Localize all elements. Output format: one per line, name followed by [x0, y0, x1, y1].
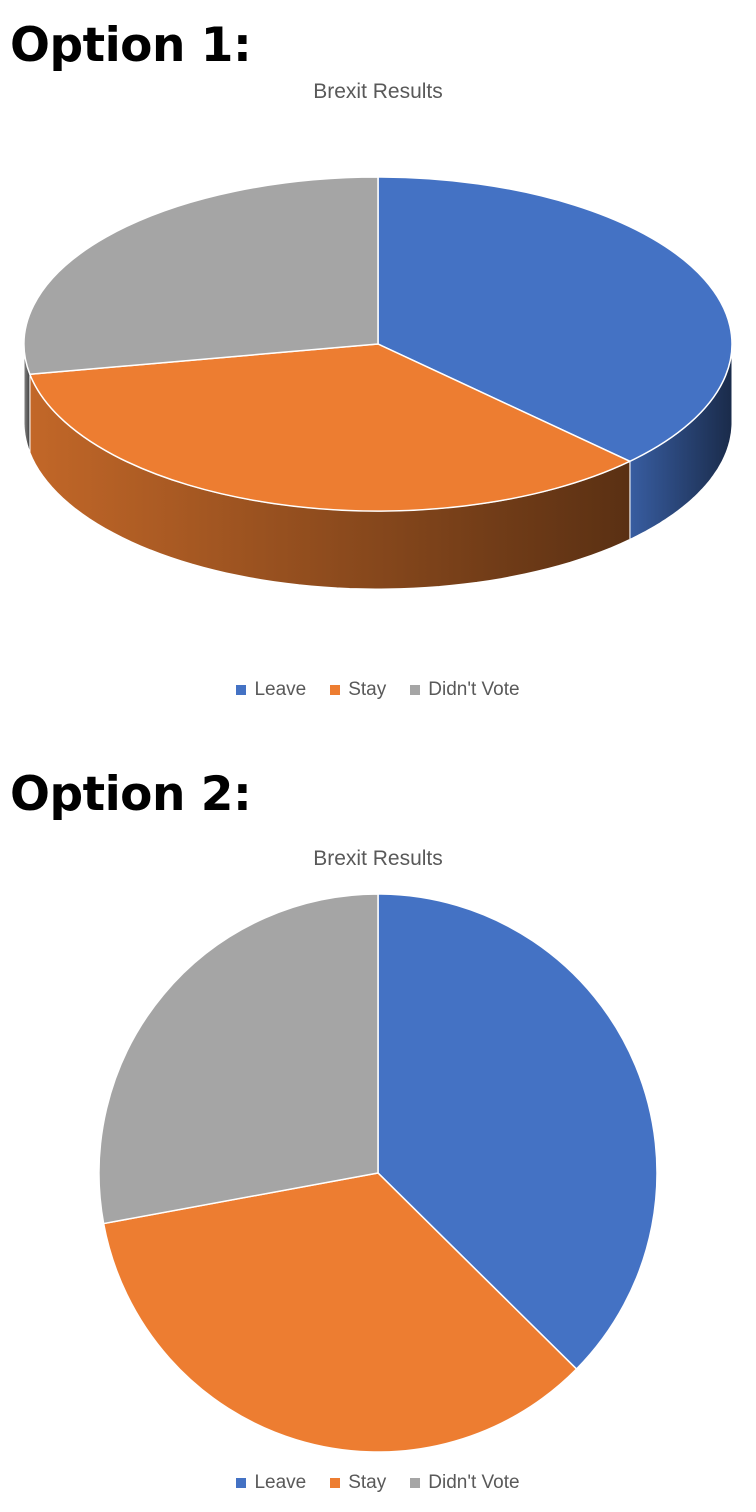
legend-label-didn-t-vote: Didn't Vote — [428, 679, 520, 700]
legend-swatch-stay — [330, 1478, 341, 1488]
pie-slice-leave — [377, 893, 658, 1370]
legend-label-leave: Leave — [254, 679, 307, 700]
chart-2-legend: Leave Stay Didn't Vote — [0, 1472, 756, 1494]
legend-item-leave: Leave — [236, 1472, 306, 1494]
legend-swatch-didn-t-vote — [410, 1478, 421, 1488]
chart-1-legend: Leave Stay Didn't Vote — [0, 679, 756, 701]
pie-slice-stay — [102, 1172, 578, 1453]
legend-item-didn-t-vote: Didn't Vote — [410, 679, 520, 701]
legend-label-didn-t-vote: Didn't Vote — [428, 1472, 520, 1493]
legend-label-stay: Stay — [348, 1472, 387, 1493]
legend-label-leave: Leave — [254, 1472, 307, 1493]
pie-slice-stay — [29, 343, 631, 512]
chart-1-title: Brexit Results — [313, 80, 443, 103]
legend-swatch-leave — [236, 685, 247, 695]
pie-slice-leave — [377, 176, 733, 463]
option-2-heading: Option 2: — [10, 767, 252, 822]
legend-swatch-didn-t-vote — [410, 685, 421, 695]
pie-slice-didn-t-vote — [23, 176, 379, 376]
pie-chart-3d — [23, 176, 733, 590]
option-1-heading: Option 1: — [10, 18, 252, 73]
legend-label-stay: Stay — [348, 679, 387, 700]
legend-swatch-stay — [330, 685, 341, 695]
legend-item-didn-t-vote: Didn't Vote — [410, 1472, 520, 1494]
legend-item-leave: Leave — [236, 679, 306, 701]
chart-2-title: Brexit Results — [313, 847, 443, 870]
legend-swatch-leave — [236, 1478, 247, 1488]
legend-item-stay: Stay — [330, 679, 386, 701]
legend-item-stay: Stay — [330, 1472, 386, 1494]
pie-chart-2d — [98, 893, 658, 1453]
pie-slice-didn-t-vote — [98, 893, 379, 1225]
